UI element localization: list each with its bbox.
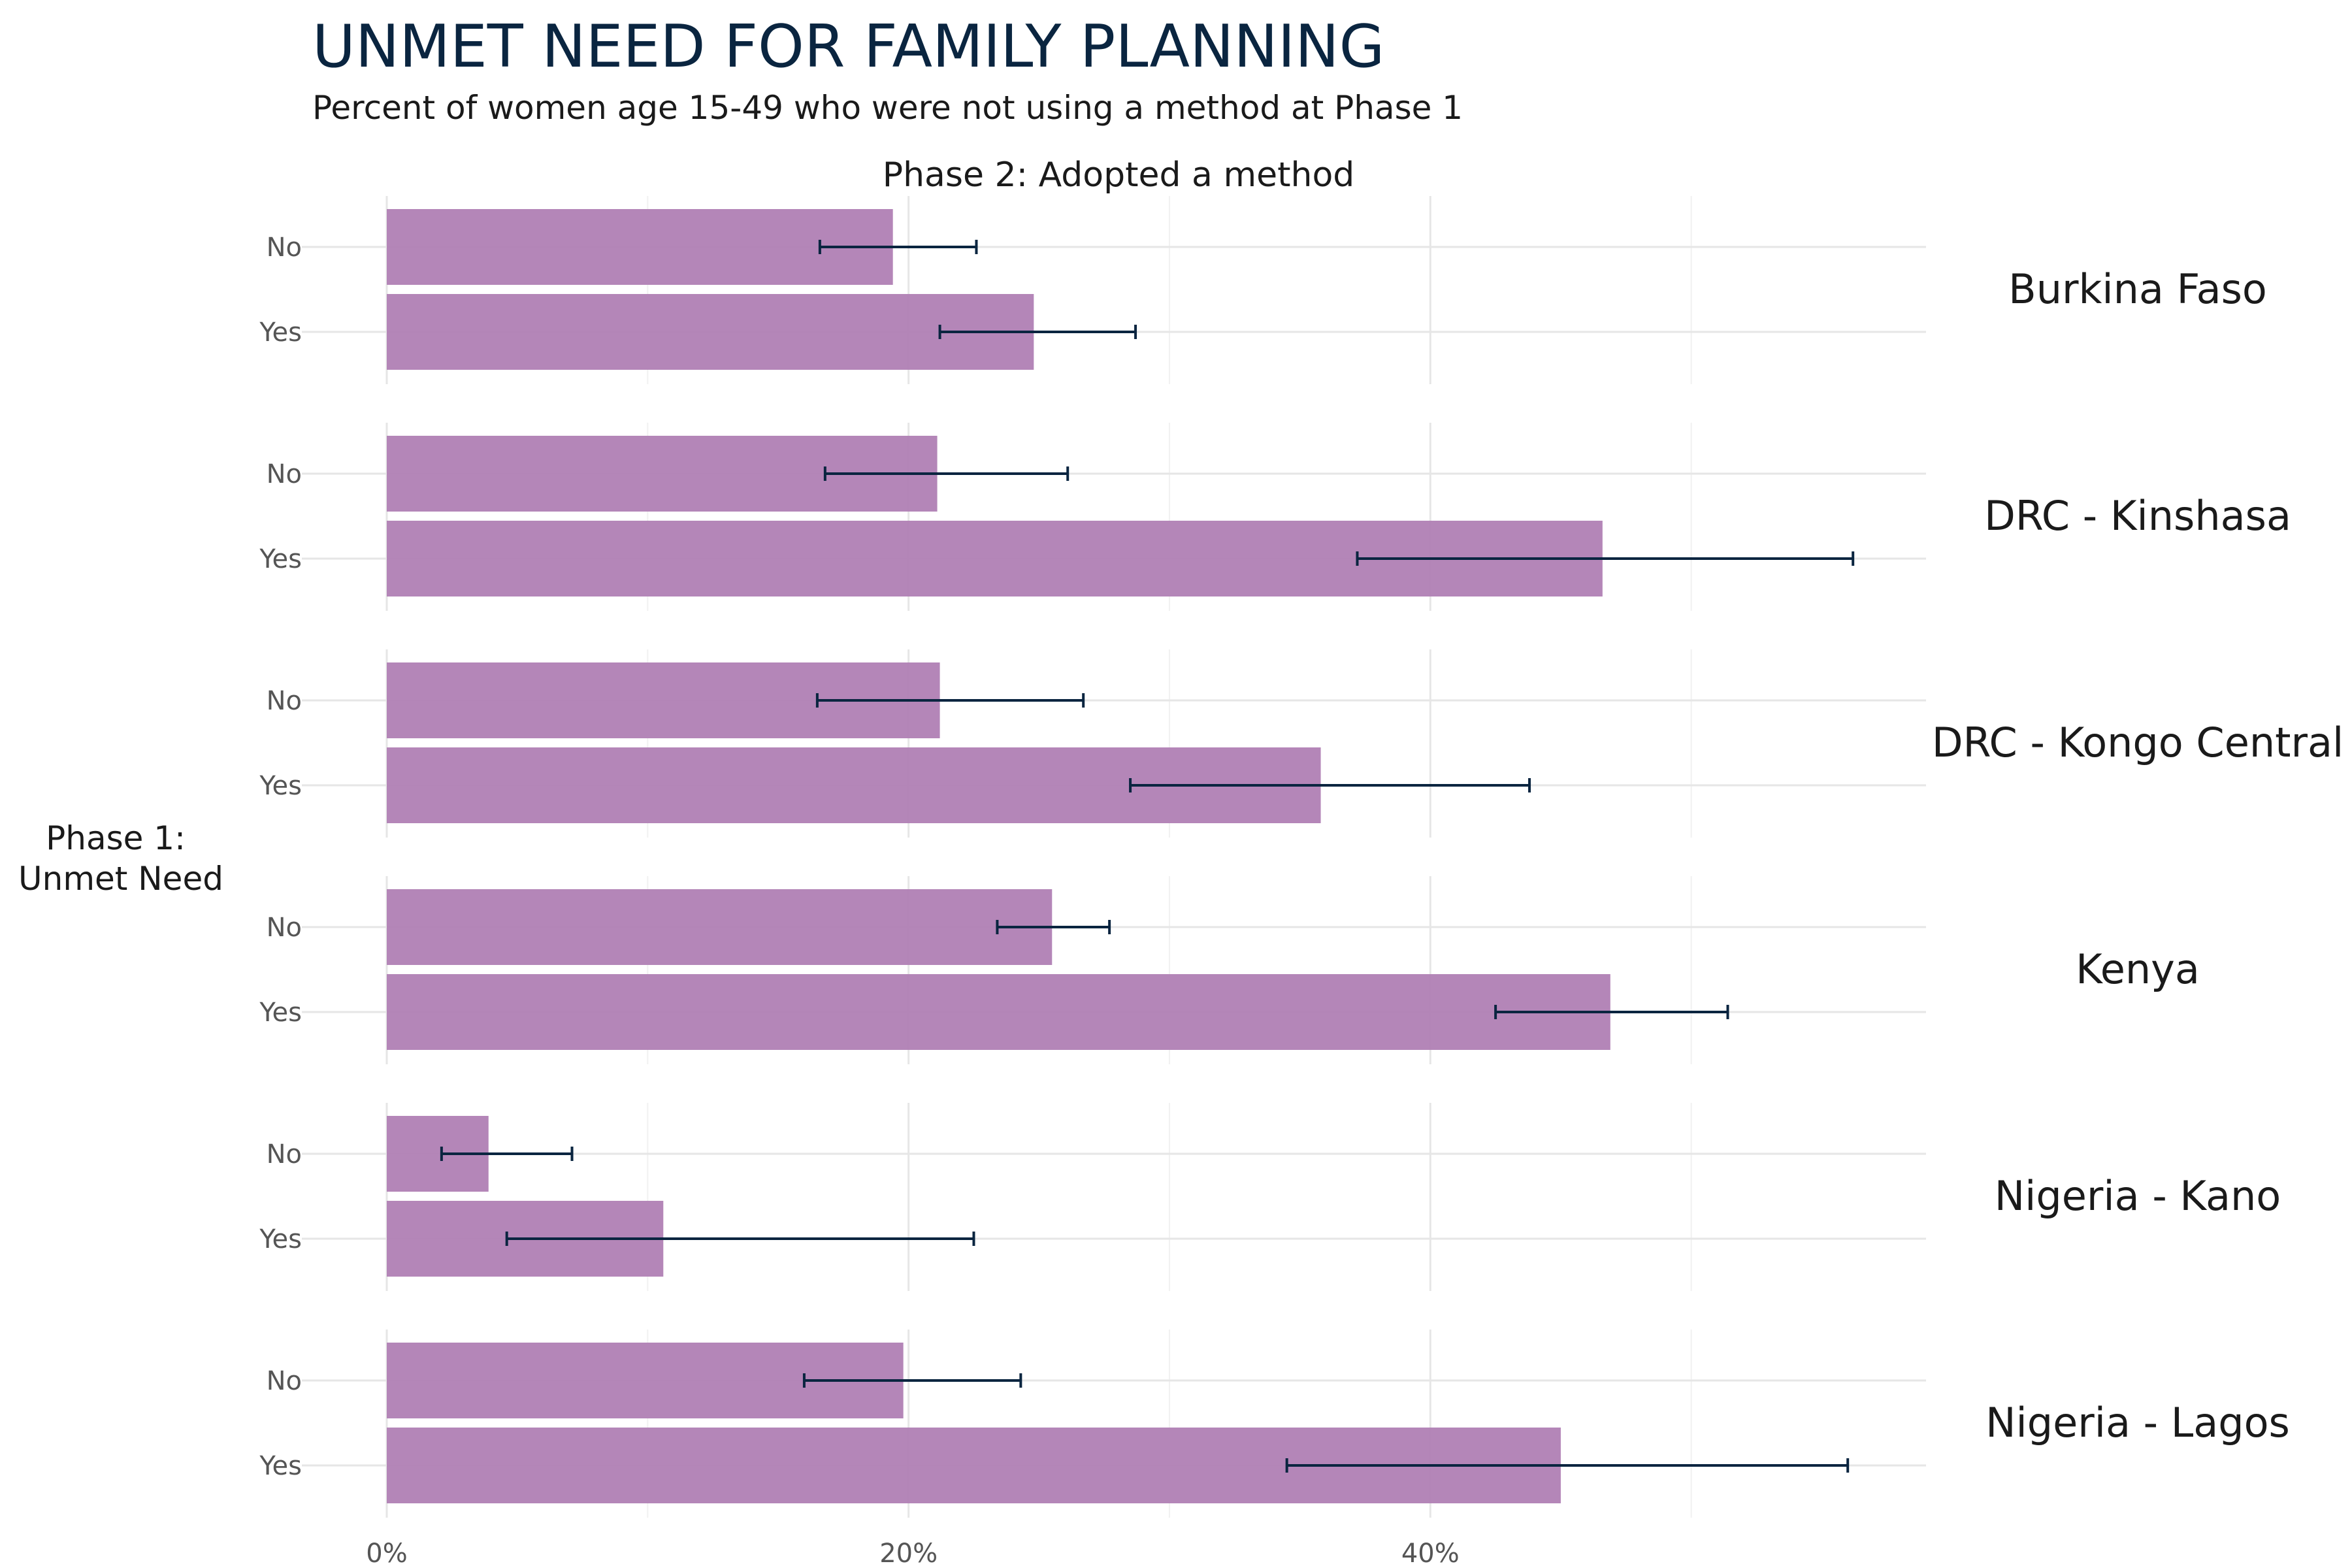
y-tick-label-no: No bbox=[267, 459, 302, 489]
y-axis-title-line-2: Unmet Need bbox=[18, 860, 223, 898]
y-tick-label-yes: Yes bbox=[259, 998, 302, 1028]
y-tick-label-yes: Yes bbox=[259, 1451, 302, 1481]
x-tick-label: 0% bbox=[366, 1539, 407, 1568]
y-tick-label-no: No bbox=[267, 1139, 302, 1169]
facet-label: Nigeria - Kano bbox=[1995, 1172, 2281, 1220]
plot-area: No Yes Burkina Faso No Yes DRC - Kinshasa No Ye… bbox=[259, 196, 2344, 1568]
y-tick-label-no: No bbox=[267, 233, 302, 263]
y-tick-label-yes: Yes bbox=[259, 771, 302, 801]
bar-no bbox=[387, 209, 893, 285]
x-tick-label: 20% bbox=[879, 1539, 938, 1568]
y-axis-title-line-1: Phase 1: bbox=[46, 819, 186, 857]
y-tick-label-yes: Yes bbox=[259, 1224, 302, 1254]
y-tick-label-no: No bbox=[267, 913, 302, 943]
facet-label: DRC - Kinshasa bbox=[1984, 492, 2291, 540]
bar-yes bbox=[387, 294, 1034, 370]
y-tick-label-no: No bbox=[267, 1366, 302, 1396]
facet-label: Kenya bbox=[2076, 945, 2200, 993]
x-tick-label: 40% bbox=[1401, 1539, 1460, 1568]
strip-label: Phase 2: Adopted a method bbox=[883, 155, 1355, 195]
y-tick-label-no: No bbox=[267, 686, 302, 716]
bar-no bbox=[387, 889, 1053, 965]
y-tick-label-yes: Yes bbox=[259, 318, 302, 348]
chart-title: UNMET NEED FOR FAMILY PLANNING bbox=[312, 12, 1384, 81]
y-axis-title: Phase 1: Unmet Need bbox=[18, 819, 223, 898]
bar-yes bbox=[387, 974, 1610, 1050]
y-tick-label-yes: Yes bbox=[259, 544, 302, 574]
facet-label: Burkina Faso bbox=[2008, 265, 2267, 313]
facet-label: DRC - Kongo Central bbox=[1932, 719, 2344, 766]
chart-subtitle: Percent of women age 15-49 who were not … bbox=[312, 89, 1463, 127]
facet-label: Nigeria - Lagos bbox=[1985, 1399, 2290, 1446]
